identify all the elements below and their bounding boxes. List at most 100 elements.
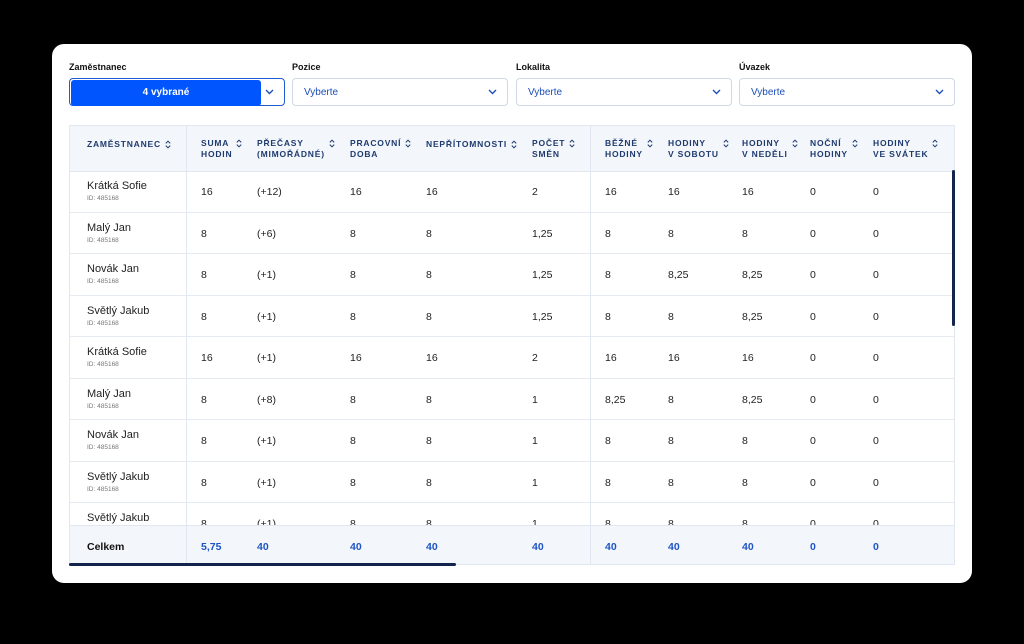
table-row: Světlý Jakub ID: 485168 8 (+1) 8 8 1 8 8 8 0 0 — [70, 462, 954, 503]
dropdown[interactable]: Vyberte — [292, 78, 508, 106]
table-row: Novák Jan ID: 485168 8 (+1) 8 8 1,25 8 8,25 8,25 0… — [70, 254, 954, 296]
table-cell: 8 — [350, 310, 356, 323]
column-header[interactable]: PŘEČASY (MIMOŘÁDNÉ) — [257, 138, 335, 160]
sort-icon[interactable] — [329, 139, 335, 148]
table-cell: 8 — [201, 518, 207, 525]
table-cell: 8 — [668, 435, 674, 447]
column-header[interactable]: HODINY V SOBOTU — [668, 138, 729, 160]
table-row: Krátká Sofie ID: 485168 16 (+1) 16 16 2 16 16 16 0… — [70, 337, 954, 379]
table-cell: 8 — [350, 518, 356, 525]
dropdown[interactable]: 4 vybrané — [69, 78, 285, 106]
table-cell: 8 — [742, 227, 748, 240]
table-cell: 0 — [810, 310, 816, 323]
table-cell: 8 — [668, 227, 674, 240]
table-cell: 16 — [742, 186, 754, 198]
footer-total: 40 — [257, 541, 269, 553]
employee-id: ID: 485168 — [87, 402, 119, 410]
sort-icon[interactable] — [852, 139, 858, 148]
table-cell: 16 — [605, 352, 617, 364]
sort-icon[interactable] — [165, 140, 171, 149]
table-cell: 16 — [668, 186, 680, 198]
vertical-scrollbar[interactable] — [952, 170, 955, 326]
table-cell: 8 — [742, 435, 748, 447]
dropdown[interactable]: Vyberte — [516, 78, 732, 106]
horizontal-scrollbar[interactable] — [69, 563, 456, 566]
table-cell: 8,25 — [742, 393, 763, 406]
column-header[interactable]: HODINY VE SVÁTEK — [873, 138, 938, 160]
table-row: Světlý Jakub 8 (+1) 8 8 1 8 8 8 0 0 — [70, 503, 954, 525]
column-header-line: DOBA — [350, 149, 379, 159]
column-header[interactable]: BĚŽNÉ HODINY — [605, 138, 653, 160]
table-cell: 1 — [532, 476, 538, 489]
column-header-line: HODINY — [742, 138, 780, 148]
table-header: ZAMĚSTNANEC SUMA HODIN PŘEČASY (MIMOŘÁDNÉ) PR… — [70, 126, 954, 172]
table-cell: 8 — [668, 476, 674, 489]
table-cell: 2 — [532, 352, 538, 364]
table-cell: 8 — [426, 393, 432, 406]
dropdown[interactable]: Vyberte — [739, 78, 955, 106]
column-header[interactable]: PRACOVNÍ DOBA — [350, 138, 411, 160]
column-header-text: ZAMĚSTNANEC — [87, 139, 161, 150]
table-cell: 0 — [810, 227, 816, 240]
sort-icon[interactable] — [723, 139, 729, 148]
table-cell: 0 — [873, 518, 879, 525]
employee-id: ID: 485168 — [87, 236, 119, 244]
dropdown-placeholder: Vyberte — [751, 87, 786, 98]
sort-icon[interactable] — [236, 139, 242, 148]
filter-label: Pozice — [292, 62, 321, 72]
table-cell: 16 — [350, 352, 362, 364]
chevron-icon — [712, 89, 721, 95]
table-cell: 1 — [532, 393, 538, 406]
table-cell: 1 — [532, 518, 538, 525]
footer-total: 5,75 — [201, 541, 222, 553]
sort-icon[interactable] — [511, 140, 517, 149]
employee-name: Malý Jan — [87, 221, 132, 234]
column-header-text: NOČNÍ HODINY — [810, 138, 848, 160]
column-header-text: PRACOVNÍ DOBA — [350, 138, 401, 160]
column-header[interactable]: NOČNÍ HODINY — [810, 138, 858, 160]
table-cell: (+8) — [257, 393, 276, 406]
table-cell: 16 — [426, 352, 438, 364]
sort-icon[interactable] — [405, 139, 411, 148]
table-row: Krátká Sofie ID: 485168 16 (+12) 16 16 2 16 16 16… — [70, 171, 954, 213]
table-cell: 8 — [605, 435, 611, 447]
footer-total: 0 — [810, 541, 816, 553]
sort-icon[interactable] — [792, 139, 798, 148]
table-cell: (+1) — [257, 352, 276, 364]
table-cell: 16 — [742, 352, 754, 364]
table-cell: 8 — [742, 518, 748, 525]
column-header[interactable]: NEPŘÍTOMNOSTI — [426, 139, 517, 150]
table-cell: 16 — [426, 186, 438, 198]
table-cell: 8 — [668, 518, 674, 525]
column-header-text: HODINY V NEDĚLI — [742, 138, 788, 160]
column-header-line: (MIMOŘÁDNÉ) — [257, 149, 325, 159]
table-cell: 0 — [810, 352, 816, 364]
column-header-line: V NEDĚLI — [742, 149, 788, 159]
table-cell: 8 — [605, 269, 611, 281]
column-header-line: NOČNÍ — [810, 138, 842, 148]
employee-name: Novák Jan — [87, 263, 139, 275]
table-cell: 8 — [201, 476, 207, 489]
column-header[interactable]: POČET SMĚN — [532, 138, 575, 160]
table-cell: 8 — [605, 227, 611, 240]
table-cell: 0 — [873, 310, 879, 323]
sort-icon[interactable] — [647, 139, 653, 148]
table-row: Novák Jan ID: 485168 8 (+1) 8 8 1 8 8 8 0 0 — [70, 420, 954, 462]
table-row: Malý Jan ID: 485168 8 (+8) 8 8 1 8,25 8 8,25 0 0 — [70, 379, 954, 420]
sort-icon[interactable] — [932, 139, 938, 148]
column-header[interactable]: HODINY V NEDĚLI — [742, 138, 798, 160]
table-cell: 0 — [873, 227, 879, 240]
column-header-text: NEPŘÍTOMNOSTI — [426, 139, 507, 150]
column-header[interactable]: SUMA HODIN — [201, 138, 242, 160]
table-cell: 8 — [201, 227, 207, 240]
dropdown-placeholder: Vyberte — [528, 87, 563, 98]
table-cell: 0 — [810, 269, 816, 281]
dropdown-placeholder: Vyberte — [304, 87, 339, 98]
table-cell: 8 — [201, 310, 207, 323]
sort-icon[interactable] — [569, 139, 575, 148]
table-cell: 8 — [201, 393, 207, 406]
column-header[interactable]: ZAMĚSTNANEC — [87, 139, 171, 150]
table-cell: 16 — [201, 352, 213, 364]
table-cell: (+1) — [257, 310, 276, 323]
